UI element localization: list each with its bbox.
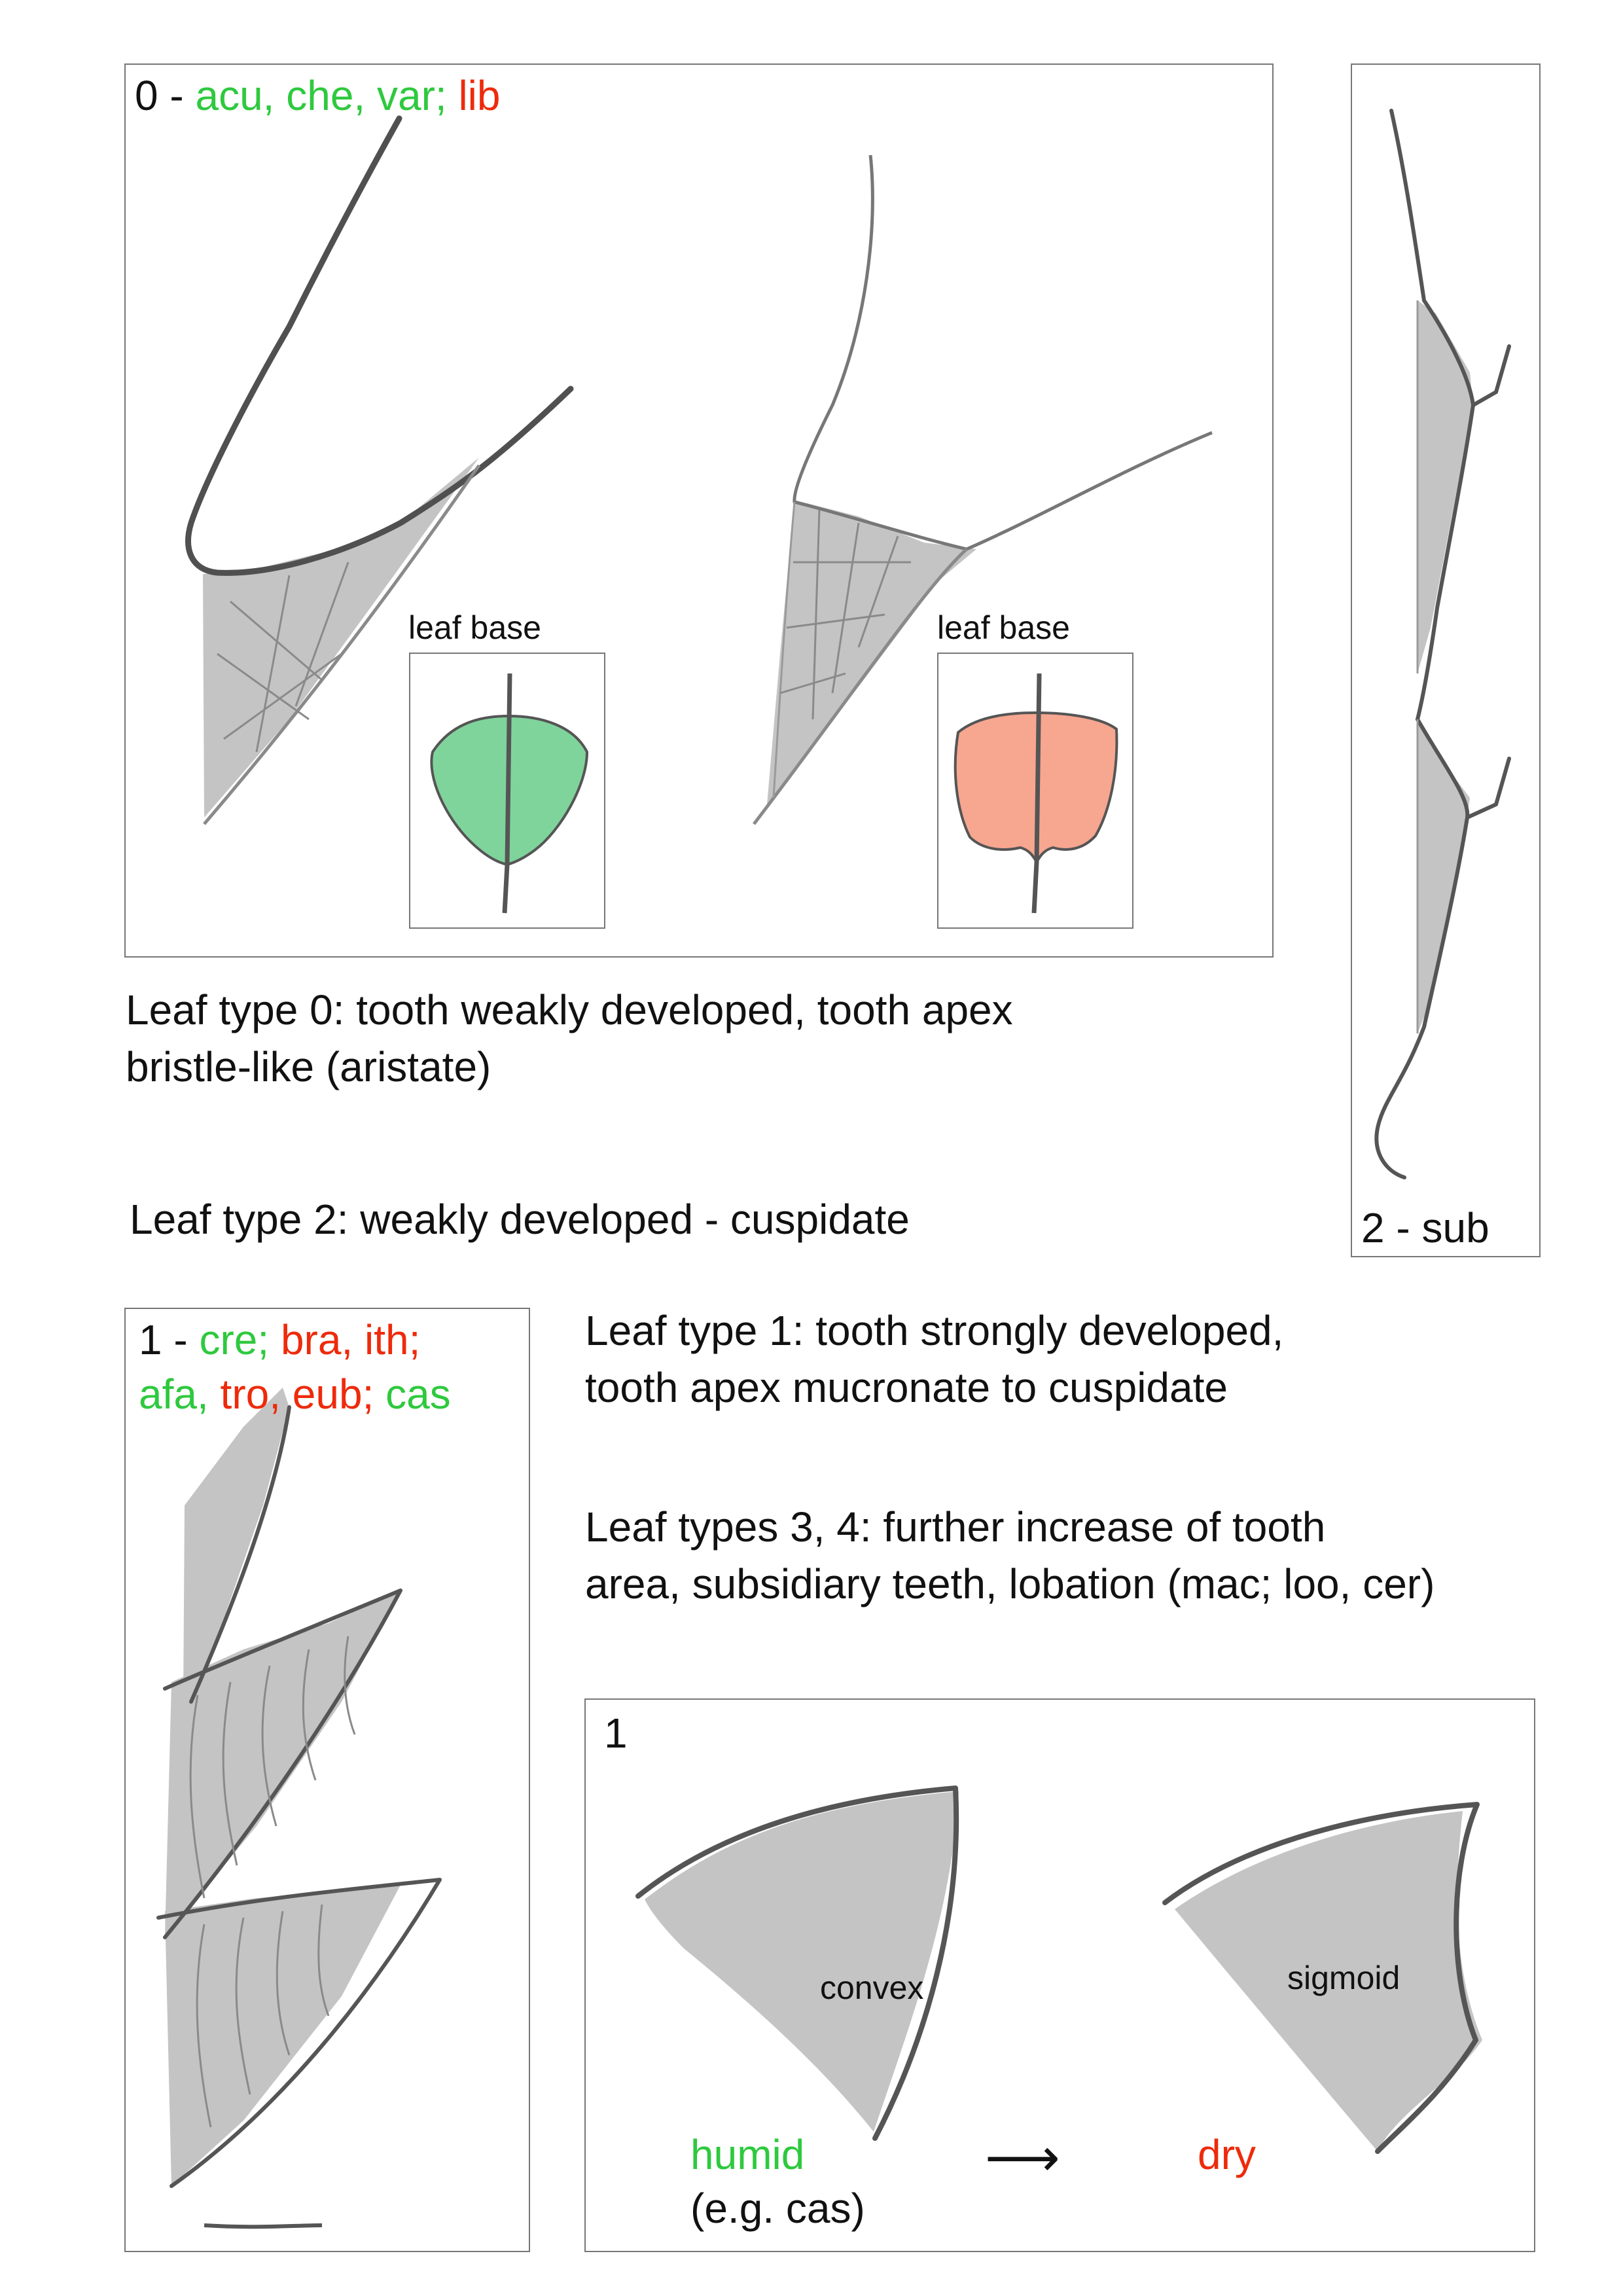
red-codes: tro, eub; <box>221 1371 386 1418</box>
panel-type-1-shapes: 1 convex sigmoid humid (e.g. cas) ⟶ dry <box>584 1698 1535 2252</box>
green-codes: acu, che, var; <box>195 72 458 119</box>
panel-1-codes-line-1: 1 - cre; bra, ith; <box>139 1313 451 1367</box>
dry-label: dry <box>1198 2128 1256 2182</box>
panel-id: 0 <box>135 72 158 119</box>
tooth-margin-left-upper <box>188 118 571 573</box>
inset-left-caption: leaf base <box>408 608 541 647</box>
green-codes: cas <box>385 1371 451 1418</box>
convex-tooth <box>645 1791 959 2132</box>
panel-1-codes: 1 - cre; bra, ith; afa, tro, eub; cas <box>139 1313 451 1422</box>
leaf-type-0-line-1: Leaf type 0: tooth weakly developed, too… <box>126 982 1291 1039</box>
separator: - <box>162 1316 200 1363</box>
inset-leaf-base-left <box>409 653 605 929</box>
inset-leaf-base-right <box>937 653 1133 929</box>
panel-id: 1 <box>139 1316 162 1363</box>
gradient-arrow: ⟶ <box>985 2124 1060 2192</box>
tooth-margin-outer <box>1376 111 1509 1177</box>
leaf-margin-sketch-type-2 <box>1352 65 1539 1256</box>
leaf-type-1-line-2: tooth apex mucronate to cuspidate <box>585 1359 1580 1416</box>
leaf-types-3-4-line-1: Leaf types 3, 4: further increase of too… <box>585 1499 1599 1556</box>
tooth-area-3 <box>165 1885 401 2186</box>
tooth-area-lower <box>1418 719 1470 1033</box>
leaf-type-0-line-2: bristle-like (aristate) <box>126 1039 1291 1096</box>
leaf-types-3-4-description: Leaf types 3, 4: further increase of too… <box>585 1499 1599 1613</box>
separator: - <box>158 72 196 119</box>
leaf-type-0-description: Leaf type 0: tooth weakly developed, too… <box>126 982 1291 1096</box>
leaf-types-3-4-line-2: area, subsidiary teeth, lobation (mac; l… <box>585 1556 1599 1613</box>
inset-right-caption: leaf base <box>937 608 1070 647</box>
red-codes: lib <box>458 72 500 119</box>
shape-label-convex: convex <box>820 1968 923 2007</box>
tooth-margin-right-upper <box>794 155 1212 549</box>
tooth-area-upper <box>1418 300 1473 673</box>
panel-type-1-margin: 1 - cre; bra, ith; afa, tro, eub; cas <box>124 1308 530 2252</box>
panel-2-label: 2 - sub <box>1361 1201 1489 1255</box>
leaf-type-2-description: Leaf type 2: weakly developed - cuspidat… <box>130 1191 1294 1248</box>
panel-type-2: 2 - sub <box>1351 63 1541 1257</box>
red-codes: bra, ith; <box>281 1316 420 1363</box>
humid-example: (e.g. cas) <box>690 2181 865 2236</box>
panel-0-codes: 0 - acu, che, var; lib <box>135 69 500 123</box>
leaf-base-green-sketch <box>410 654 604 927</box>
green-codes: cre; <box>199 1316 280 1363</box>
leaf-margin-sketch-type-1 <box>126 1309 529 2251</box>
panel-1-codes-line-2: afa, tro, eub; cas <box>139 1367 451 1422</box>
leaf-type-1-line-1: Leaf type 1: tooth strongly developed, <box>585 1302 1580 1359</box>
leaf-type-1-description: Leaf type 1: tooth strongly developed, t… <box>585 1302 1580 1416</box>
leaf-base-red-sketch <box>938 654 1132 927</box>
humid-label: humid <box>690 2128 804 2182</box>
shape-label-sigmoid: sigmoid <box>1287 1958 1400 1998</box>
green-codes: afa, <box>139 1371 221 1418</box>
panel-1b-label: 1 <box>604 1706 628 1761</box>
panel-type-0: 0 - acu, che, var; lib leaf base leaf ba… <box>124 63 1274 958</box>
leaf-base-lower <box>204 2225 322 2227</box>
